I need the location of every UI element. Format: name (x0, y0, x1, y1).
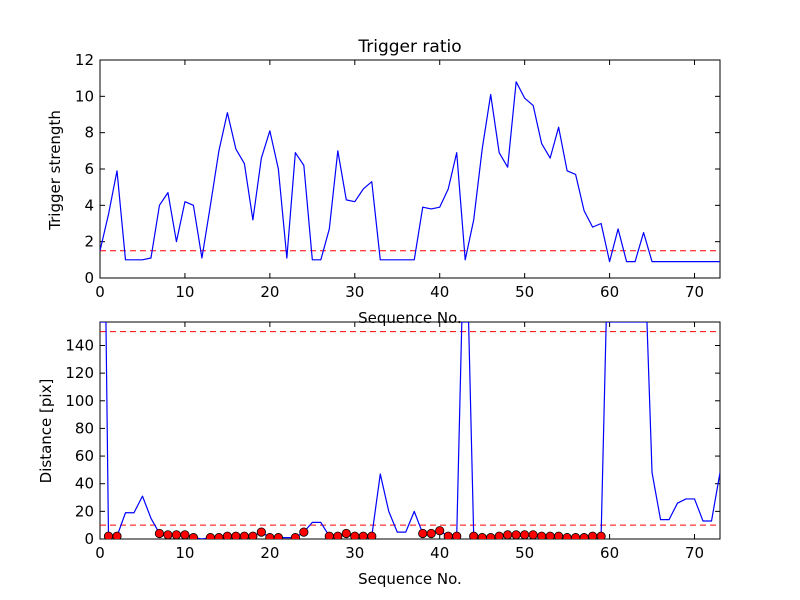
y-tick-label: 20 (75, 502, 94, 520)
data-point (290, 533, 300, 539)
y-tick-label: 0 (84, 269, 94, 287)
data-point (452, 531, 462, 539)
x-tick-label: 50 (515, 544, 534, 562)
x-tick-label: 10 (175, 283, 194, 301)
y-tick-label: 12 (75, 51, 94, 69)
plot-area (100, 322, 720, 539)
data-point (180, 530, 190, 539)
x-tick-label: 0 (95, 283, 105, 301)
x-tick-label: 20 (260, 283, 279, 301)
x-tick-label: 40 (430, 544, 449, 562)
data-point (299, 527, 309, 537)
trigger-ratio-chart: Trigger ratio 0 10 20 30 40 50 60 70 0 2 4 6 8 10 12 S… (46, 37, 721, 327)
distance-chart: 0 10 20 30 40 50 60 70 0 20 40 60 80 100 120 140 Sequen… (37, 321, 721, 588)
data-point (596, 531, 606, 539)
y-tick-label: 100 (65, 392, 94, 410)
data-point (418, 528, 428, 539)
series-line (100, 81, 720, 263)
y-axis-label: Trigger strength (46, 110, 64, 231)
y-tick-label: 0 (84, 530, 94, 548)
x-axis-label: Sequence No. (358, 570, 462, 588)
y-tick-label: 10 (75, 87, 94, 105)
data-point (511, 530, 521, 539)
y-tick-label: 60 (75, 447, 94, 465)
x-tick-label: 70 (685, 544, 704, 562)
x-tick-label: 50 (515, 283, 534, 301)
x-tick-label: 10 (175, 544, 194, 562)
chart-title: Trigger ratio (357, 37, 461, 57)
data-point (503, 530, 513, 539)
data-point (256, 527, 266, 537)
axes: 0 10 20 30 40 50 60 70 0 2 4 6 8 10 12 (75, 51, 721, 301)
x-tick-label: 0 (95, 544, 105, 562)
x-tick-label: 20 (260, 544, 279, 562)
x-tick-label: 60 (600, 283, 619, 301)
x-tick-label: 30 (345, 283, 364, 301)
x-axis-label: Sequence No. (358, 309, 462, 327)
x-tick-label: 40 (430, 283, 449, 301)
axes-frame (99, 321, 721, 540)
y-tick-label: 2 (84, 233, 94, 251)
plot-area (100, 81, 720, 263)
data-point (435, 526, 445, 536)
data-point (188, 533, 199, 539)
axes: 0 10 20 30 40 50 60 70 0 20 40 60 80 100 120 140 (65, 321, 721, 562)
data-point (367, 531, 377, 539)
y-tick-label: 40 (75, 475, 94, 493)
data-point (528, 530, 538, 539)
data-point (112, 531, 122, 539)
y-tick-label: 6 (84, 160, 94, 178)
data-point (341, 528, 351, 539)
y-tick-label: 4 (84, 196, 94, 214)
data-point (426, 528, 436, 539)
y-tick-label: 140 (65, 336, 94, 354)
y-axis-label: Distance [pix] (37, 379, 55, 484)
data-point (171, 530, 182, 539)
data-point (333, 531, 343, 539)
x-tick-label: 70 (685, 283, 704, 301)
data-point (520, 530, 530, 539)
data-point (163, 530, 173, 539)
data-point (248, 531, 258, 539)
x-tick-label: 30 (345, 544, 364, 562)
data-point (273, 533, 283, 539)
y-tick-label: 80 (75, 419, 94, 437)
data-point (154, 528, 165, 539)
y-tick-label: 120 (65, 364, 94, 382)
x-tick-label: 60 (600, 544, 619, 562)
y-tick-label: 8 (84, 124, 94, 142)
